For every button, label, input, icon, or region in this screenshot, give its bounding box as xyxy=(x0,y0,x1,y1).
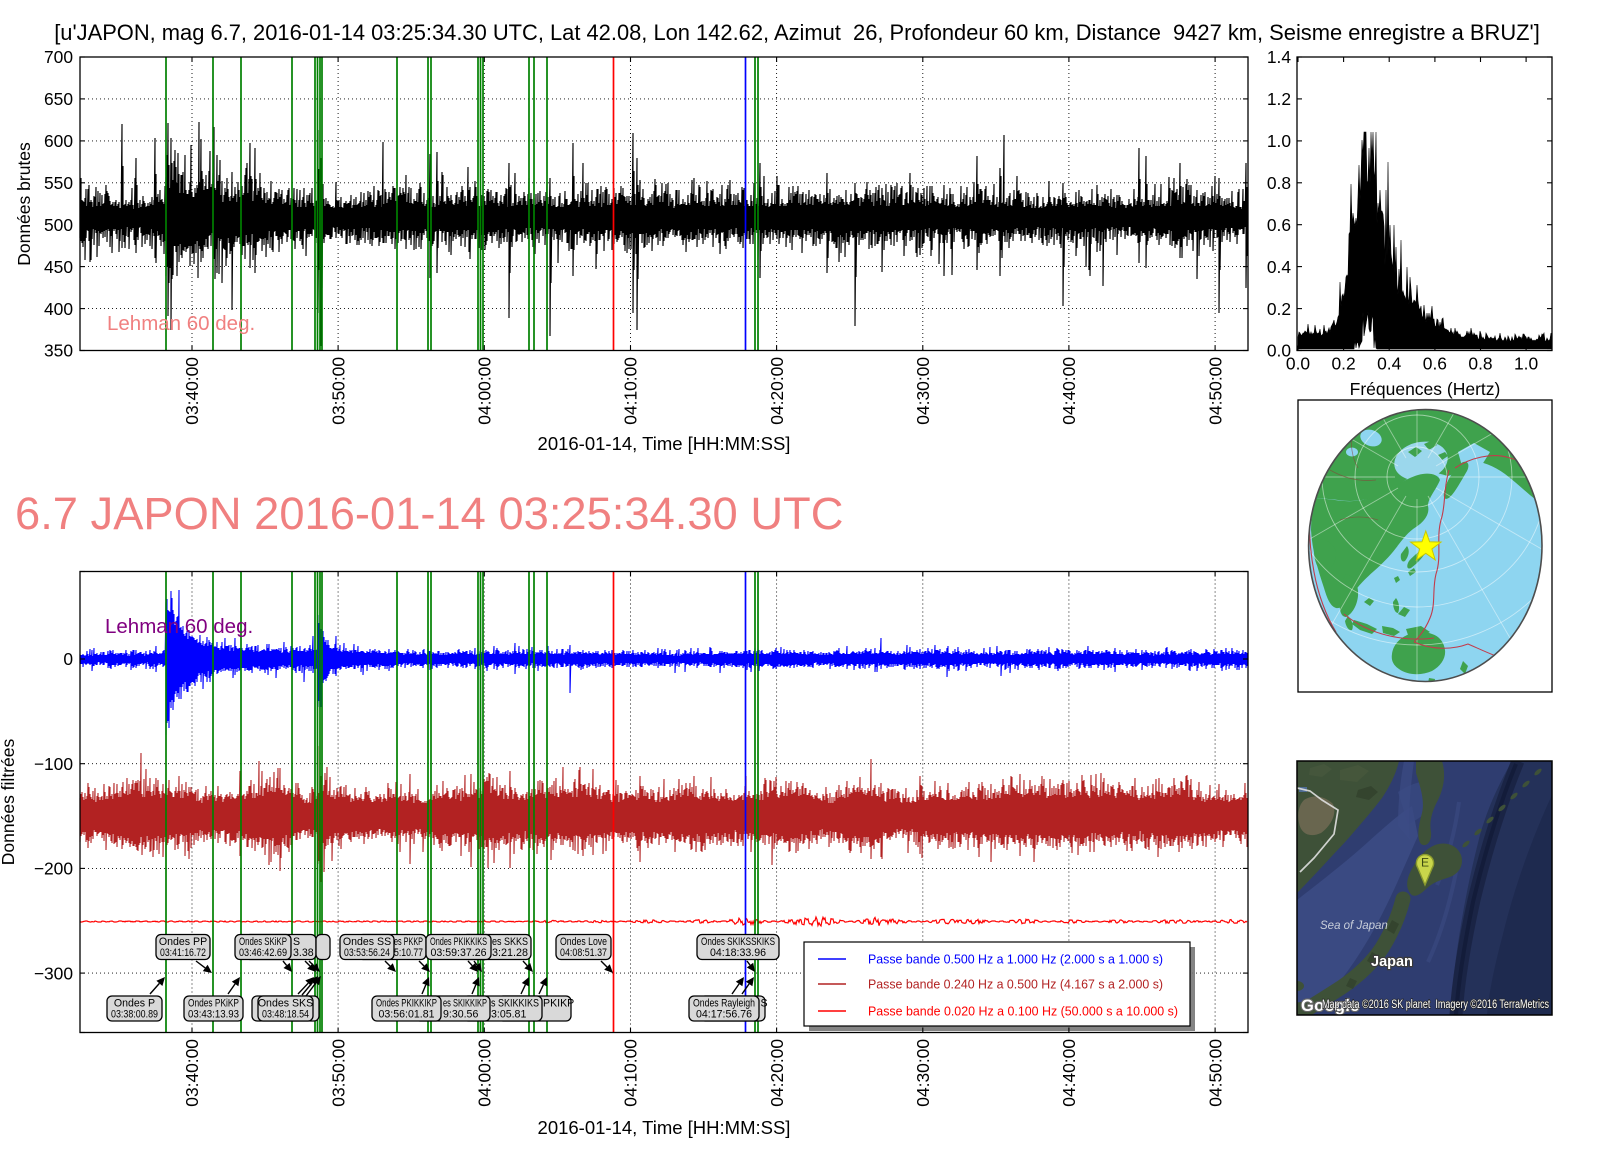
svg-text:03:40:00: 03:40:00 xyxy=(182,1039,202,1107)
svg-text:2016-01-14, Time [HH:MM:SS]: 2016-01-14, Time [HH:MM:SS] xyxy=(538,433,791,454)
svg-text:−100: −100 xyxy=(34,754,73,774)
svg-text:03:43:13.93: 03:43:13.93 xyxy=(188,1009,239,1021)
svg-text:04:00:00: 04:00:00 xyxy=(475,1039,495,1107)
svg-text:3:05.81: 3:05.81 xyxy=(491,1009,526,1021)
svg-text:03:48:18.54: 03:48:18.54 xyxy=(262,1009,309,1021)
svg-text:04:50:00: 04:50:00 xyxy=(1205,357,1225,425)
svg-text:04:00:00: 04:00:00 xyxy=(475,357,495,425)
svg-text:Sea of Japan: Sea of Japan xyxy=(1320,920,1388,932)
svg-text:0.8: 0.8 xyxy=(1468,354,1492,374)
svg-text:[u'JAPON, mag 6.7, 2016-01-14: [u'JAPON, mag 6.7, 2016-01-14 03:25:34.3… xyxy=(54,20,1540,45)
svg-text:Ondes PKIKKIKP: Ondes PKIKKIKP xyxy=(376,998,437,1010)
svg-text:04:40:00: 04:40:00 xyxy=(1059,1039,1079,1107)
svg-text:04:20:00: 04:20:00 xyxy=(767,357,787,425)
svg-text:es PKKP: es PKKP xyxy=(394,936,423,948)
svg-text:0.6: 0.6 xyxy=(1267,215,1291,235)
svg-text:S: S xyxy=(761,998,768,1010)
svg-text:500: 500 xyxy=(44,215,73,235)
svg-text:Passe bande 0.500 Hz a 1.000 H: Passe bande 0.500 Hz a 1.000 Hz (2.000 s… xyxy=(868,953,1163,967)
svg-text:1.0: 1.0 xyxy=(1514,354,1538,374)
svg-text:5:10.77: 5:10.77 xyxy=(394,947,423,959)
svg-text:3.38: 3.38 xyxy=(293,947,314,959)
svg-text:S: S xyxy=(293,936,300,948)
svg-text:−200: −200 xyxy=(34,859,73,879)
svg-text:Ondes SKiKP: Ondes SKiKP xyxy=(239,936,287,948)
svg-text:04:10:00: 04:10:00 xyxy=(621,1039,641,1107)
svg-text:Ondes SKIKSSKIKS: Ondes SKIKSSKIKS xyxy=(701,936,775,948)
svg-text:Lehman 60 deg.: Lehman 60 deg. xyxy=(105,615,253,638)
svg-text:PKIKP: PKIKP xyxy=(543,998,574,1010)
svg-text:Japan: Japan xyxy=(1371,954,1413,970)
svg-text:Fréquences (Hertz): Fréquences (Hertz) xyxy=(1350,379,1501,399)
svg-text:0.6: 0.6 xyxy=(1423,354,1447,374)
svg-text:04:50:00: 04:50:00 xyxy=(1205,1039,1225,1107)
svg-text:0.8: 0.8 xyxy=(1267,173,1291,193)
svg-text:Données filtrées: Données filtrées xyxy=(0,739,18,866)
svg-text:s SKIKKIKS: s SKIKKIKS xyxy=(491,998,539,1010)
svg-text:03:56:01.81: 03:56:01.81 xyxy=(379,1009,435,1021)
svg-text:700: 700 xyxy=(44,47,73,67)
svg-text:04:30:00: 04:30:00 xyxy=(913,1039,933,1107)
svg-text:03:41:16.72: 03:41:16.72 xyxy=(160,947,206,959)
svg-text:0: 0 xyxy=(63,649,73,669)
svg-text:04:17:56.76: 04:17:56.76 xyxy=(696,1009,752,1021)
svg-text:1.4: 1.4 xyxy=(1267,47,1292,67)
svg-text:03:40:00: 03:40:00 xyxy=(182,357,202,425)
svg-text:6.7 JAPON 2016-01-14 03:25:34.: 6.7 JAPON 2016-01-14 03:25:34.30 UTC xyxy=(15,488,843,539)
svg-text:04:30:00: 04:30:00 xyxy=(913,357,933,425)
svg-text:Map data ©2016 SK planet Imag: Map data ©2016 SK planet Imagery ©2016 T… xyxy=(1322,999,1549,1011)
svg-text:Données brutes: Données brutes xyxy=(14,142,34,266)
svg-text:0.4: 0.4 xyxy=(1377,354,1402,374)
svg-text:Ondes SS: Ondes SS xyxy=(343,936,391,948)
svg-text:03:50:00: 03:50:00 xyxy=(328,1039,348,1107)
svg-text:Ondes Love: Ondes Love xyxy=(560,936,607,948)
svg-text:E: E xyxy=(1421,856,1429,870)
svg-text:Ondes PP: Ondes PP xyxy=(159,936,207,948)
svg-text:03:50:00: 03:50:00 xyxy=(328,357,348,425)
svg-text:0.2: 0.2 xyxy=(1332,354,1356,374)
svg-text:600: 600 xyxy=(44,131,73,151)
svg-text:03:59:37.26: 03:59:37.26 xyxy=(431,947,487,959)
svg-text:0.4: 0.4 xyxy=(1267,257,1292,277)
svg-text:04:40:00: 04:40:00 xyxy=(1059,357,1079,425)
svg-text:3:21.28: 3:21.28 xyxy=(492,947,528,959)
svg-text:450: 450 xyxy=(44,257,73,277)
svg-text:03:46:42.69: 03:46:42.69 xyxy=(239,947,287,959)
svg-text:400: 400 xyxy=(44,299,73,319)
svg-text:04:10:00: 04:10:00 xyxy=(621,357,641,425)
svg-text:Lehman 60 deg.: Lehman 60 deg. xyxy=(107,312,255,335)
svg-text:04:08:51.37: 04:08:51.37 xyxy=(560,947,607,959)
svg-text:0.0: 0.0 xyxy=(1267,341,1291,361)
svg-text:−300: −300 xyxy=(34,963,73,983)
svg-text:03:38:00.89: 03:38:00.89 xyxy=(111,1009,158,1021)
svg-text:Google: Google xyxy=(1301,997,1360,1015)
svg-text:Ondes P: Ondes P xyxy=(114,998,155,1010)
svg-text:650: 650 xyxy=(44,89,73,109)
svg-text:2016-01-14, Time [HH:MM:SS]: 2016-01-14, Time [HH:MM:SS] xyxy=(538,1117,791,1138)
svg-text:Ondes Rayleigh: Ondes Rayleigh xyxy=(693,998,755,1010)
svg-text:0.0: 0.0 xyxy=(1286,354,1310,374)
svg-text:350: 350 xyxy=(44,341,73,361)
svg-text:Ondes PKiKP: Ondes PKiKP xyxy=(188,998,239,1010)
svg-text:0.2: 0.2 xyxy=(1267,299,1291,319)
svg-text:04:20:00: 04:20:00 xyxy=(767,1039,787,1107)
svg-text:1.2: 1.2 xyxy=(1267,89,1291,109)
svg-text:es SKKS: es SKKS xyxy=(492,936,528,948)
svg-text:Ondes PKIKKIKS: Ondes PKIKKIKS xyxy=(430,936,487,948)
svg-text:04:18:33.96: 04:18:33.96 xyxy=(710,947,766,959)
svg-text:1.0: 1.0 xyxy=(1267,131,1291,151)
svg-text:Ondes SKS: Ondes SKS xyxy=(258,998,313,1010)
svg-text:Passe bande 0.240 Hz a 0.500 H: Passe bande 0.240 Hz a 0.500 Hz (4.167 s… xyxy=(868,978,1163,992)
svg-text:03:53:56.24: 03:53:56.24 xyxy=(344,947,390,959)
svg-text:550: 550 xyxy=(44,173,73,193)
svg-text:9:30.56: 9:30.56 xyxy=(443,1009,478,1021)
svg-text:Passe bande 0.020 Hz a 0.100 H: Passe bande 0.020 Hz a 0.100 Hz (50.000 … xyxy=(868,1005,1178,1019)
svg-text:es SKIKKIKP: es SKIKKIKP xyxy=(443,998,487,1010)
